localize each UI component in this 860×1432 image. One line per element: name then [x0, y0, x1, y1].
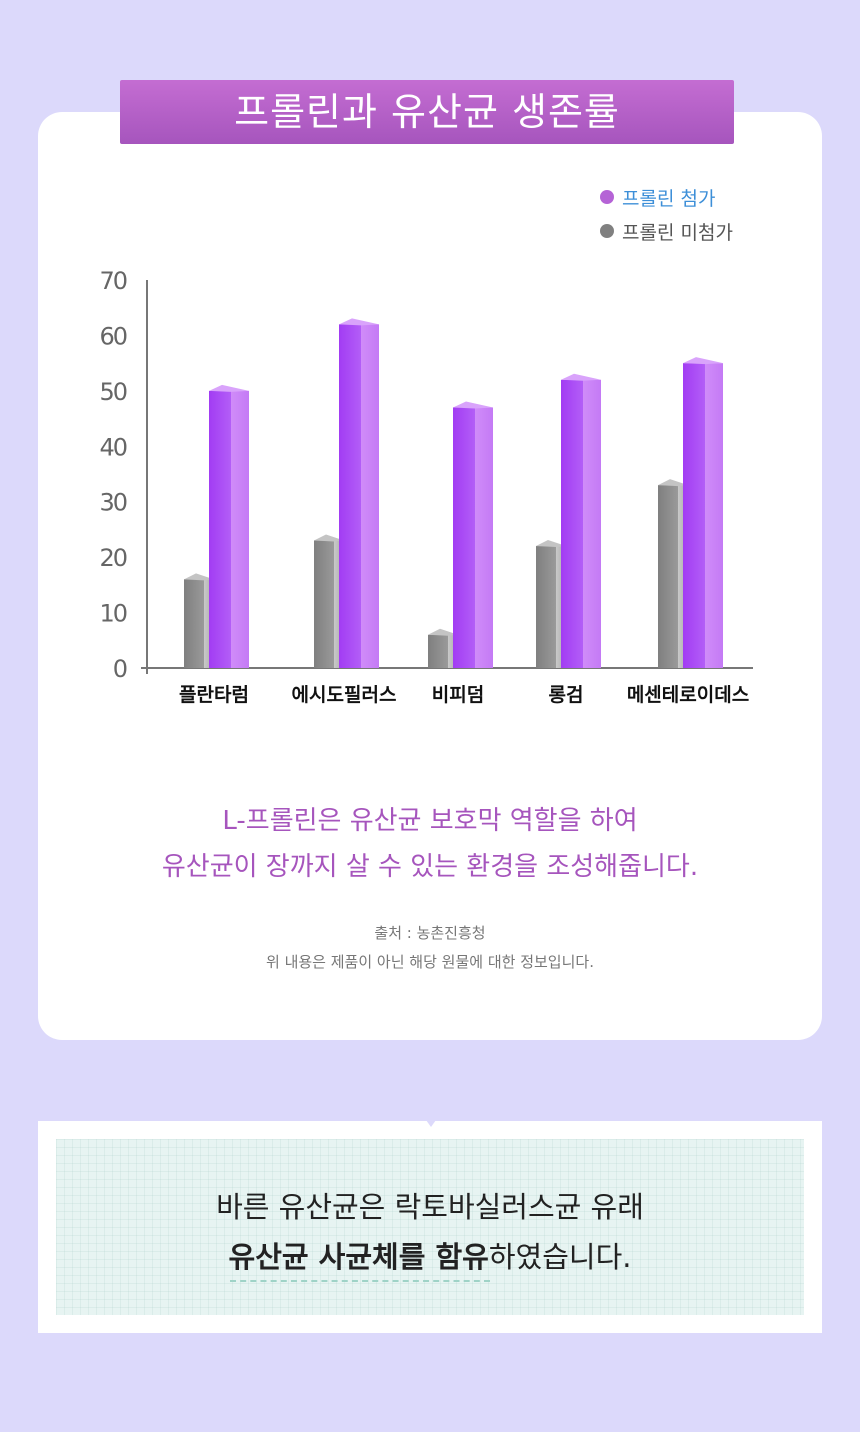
- chart-labels: 0 10 20 30 40 50 60 70 플란타럼 에시도필러스 비피덤 롱검 메센테로이데스: [99, 267, 749, 706]
- bar-side-face: [475, 407, 493, 668]
- x-category-label: 메센테로이데스: [627, 684, 749, 706]
- description-line-2: 유산균이 장까지 살 수 있는 환경을 조성해줍니다.: [161, 852, 699, 882]
- x-category-label: 플란타럼: [179, 684, 249, 706]
- bar-front-face: [453, 407, 475, 668]
- x-category-label: 비피덤: [432, 684, 484, 706]
- bar-proline-added: [453, 401, 493, 668]
- x-category-label: 에시도필러스: [292, 684, 397, 706]
- bar-front-face: [658, 485, 678, 668]
- y-tick-label: 50: [99, 378, 126, 406]
- dashed-underline: [230, 1280, 490, 1282]
- bar-top-face: [209, 384, 249, 392]
- legend-item-proline-added: 프롤린 첨가: [600, 180, 733, 214]
- bottom-text-bold: 유산균 사균체를 함유: [228, 1240, 489, 1274]
- page-title: 프롤린과 유산균 생존률: [120, 80, 734, 144]
- bar-front-face: [683, 363, 705, 668]
- bar-top-face: [453, 401, 493, 409]
- bottom-panel-inner: [56, 1139, 804, 1315]
- bar-side-face: [231, 390, 249, 668]
- bar-top-face: [339, 318, 379, 326]
- y-tick-label: 0: [113, 655, 127, 683]
- bar-front-face: [209, 390, 231, 668]
- bar-top-face: [561, 373, 601, 381]
- bar-front-face: [314, 540, 334, 668]
- y-tick-label: 30: [99, 489, 126, 517]
- bar-front-face: [339, 324, 361, 668]
- y-tick-label: 70: [99, 267, 126, 295]
- speech-notch: [421, 1113, 441, 1127]
- source-line: 출처 : 농촌진흥청: [374, 924, 486, 942]
- bar-top-face: [683, 357, 723, 365]
- bar-top-face: [314, 534, 344, 542]
- bar-front-face: [184, 579, 204, 668]
- chart-bars: [184, 318, 723, 668]
- description-line-1: L-프롤린은 유산균 보호막 역할을 하여: [222, 806, 638, 836]
- disclaimer-line: 위 내용은 제품이 아닌 해당 원물에 대한 정보입니다.: [266, 953, 594, 971]
- x-category-label: 롱검: [549, 684, 584, 706]
- bar-top-face: [428, 628, 458, 636]
- bar-proline-added: [683, 357, 723, 668]
- bar-front-face: [561, 379, 583, 668]
- bar-proline-added: [339, 318, 379, 668]
- bar-side-face: [361, 324, 379, 668]
- bottom-text-line-2: 유산균 사균체를 함유하였습니다.: [56, 1234, 804, 1276]
- bar-side-face: [705, 363, 723, 668]
- bar-top-face: [658, 479, 688, 487]
- bar-chart: 0 10 20 30 40 50 60 70 플란타럼 에시도필러스 비피덤 롱검 메센테로이데스: [99, 267, 753, 706]
- bar-top-face: [536, 540, 566, 548]
- legend-dot-icon: [600, 190, 614, 204]
- bar-side-face: [583, 379, 601, 668]
- y-tick-label: 10: [99, 600, 126, 628]
- bar-front-face: [428, 634, 448, 668]
- y-tick-label: 60: [99, 322, 126, 350]
- bar-top-face: [184, 573, 214, 581]
- y-tick-label: 20: [99, 544, 126, 572]
- bar-proline-added: [561, 373, 601, 668]
- bottom-text-line-1: 바른 유산균은 락토바실러스균 유래: [216, 1190, 644, 1224]
- legend-item-proline-not-added: 프롤린 미첨가: [600, 214, 733, 248]
- y-tick-label: 40: [99, 433, 126, 461]
- chart-legend: 프롤린 첨가 프롤린 미첨가: [600, 180, 733, 248]
- legend-label: 프롤린 첨가: [622, 187, 716, 210]
- bar-front-face: [536, 546, 556, 668]
- legend-dot-icon: [600, 224, 614, 238]
- bar-proline-added: [209, 384, 249, 668]
- bottom-text-rest: 하였습니다.: [488, 1240, 632, 1274]
- legend-label: 프롤린 미첨가: [622, 221, 733, 244]
